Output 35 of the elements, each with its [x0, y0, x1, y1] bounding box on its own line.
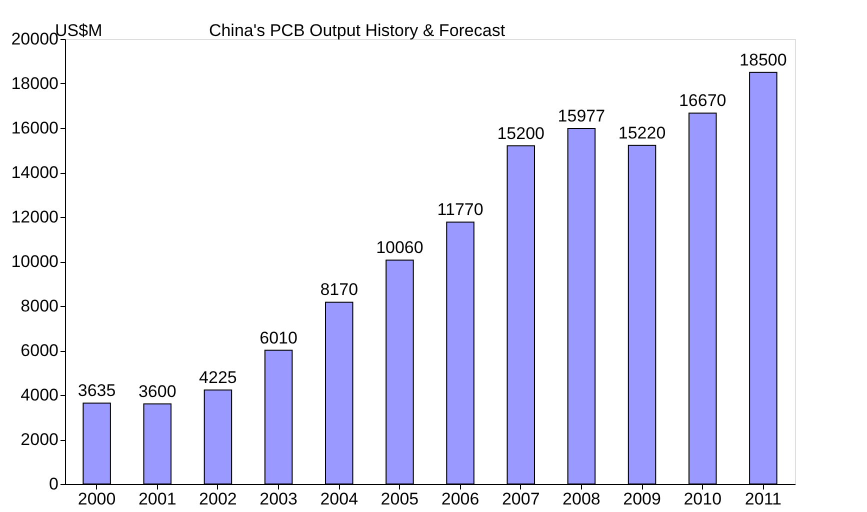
- x-tick-label: 2002: [199, 490, 237, 508]
- x-tick-label: 2009: [623, 490, 661, 508]
- x-tick-label: 2000: [78, 490, 116, 508]
- data-label: 18500: [740, 50, 787, 70]
- y-tick-label: 0: [49, 474, 58, 494]
- data-label: 11770: [437, 200, 484, 220]
- x-tick-label: 2003: [260, 490, 298, 508]
- y-tick-label: 18000: [11, 74, 58, 93]
- data-label: 15200: [497, 124, 545, 143]
- y-tick-label: 6000: [20, 341, 58, 360]
- data-label: 3600: [138, 382, 176, 401]
- y-tick-label: 2000: [20, 430, 58, 449]
- data-label: 15220: [618, 123, 666, 142]
- y-tick-label: 12000: [11, 208, 58, 226]
- x-tick-label: 2011: [744, 490, 782, 508]
- y-tick-label: 4000: [20, 386, 58, 404]
- chart-title: China's PCB Output History & Forecast: [208, 21, 506, 40]
- x-tick-label: 2001: [138, 490, 176, 508]
- x-tick-label: 2007: [502, 490, 540, 508]
- x-tick-label: 2006: [441, 490, 480, 508]
- data-label: 6010: [260, 328, 298, 348]
- data-label: 16670: [678, 91, 726, 110]
- y-tick-label: 16000: [11, 118, 58, 138]
- y-tick-label: 8000: [20, 296, 58, 316]
- x-tick-label: 2005: [380, 490, 419, 508]
- y-tick-label: 14000: [11, 163, 58, 182]
- data-label: 3635: [78, 381, 116, 400]
- data-label: 8170: [320, 280, 358, 300]
- x-tick-label: 2010: [684, 490, 722, 508]
- y-tick-label: 10000: [11, 252, 58, 271]
- data-label: 4225: [199, 368, 237, 387]
- x-tick-label: 2008: [562, 490, 600, 508]
- data-label: 15977: [558, 106, 606, 126]
- x-tick-label: 2004: [320, 490, 358, 508]
- data-label: 10060: [376, 238, 424, 258]
